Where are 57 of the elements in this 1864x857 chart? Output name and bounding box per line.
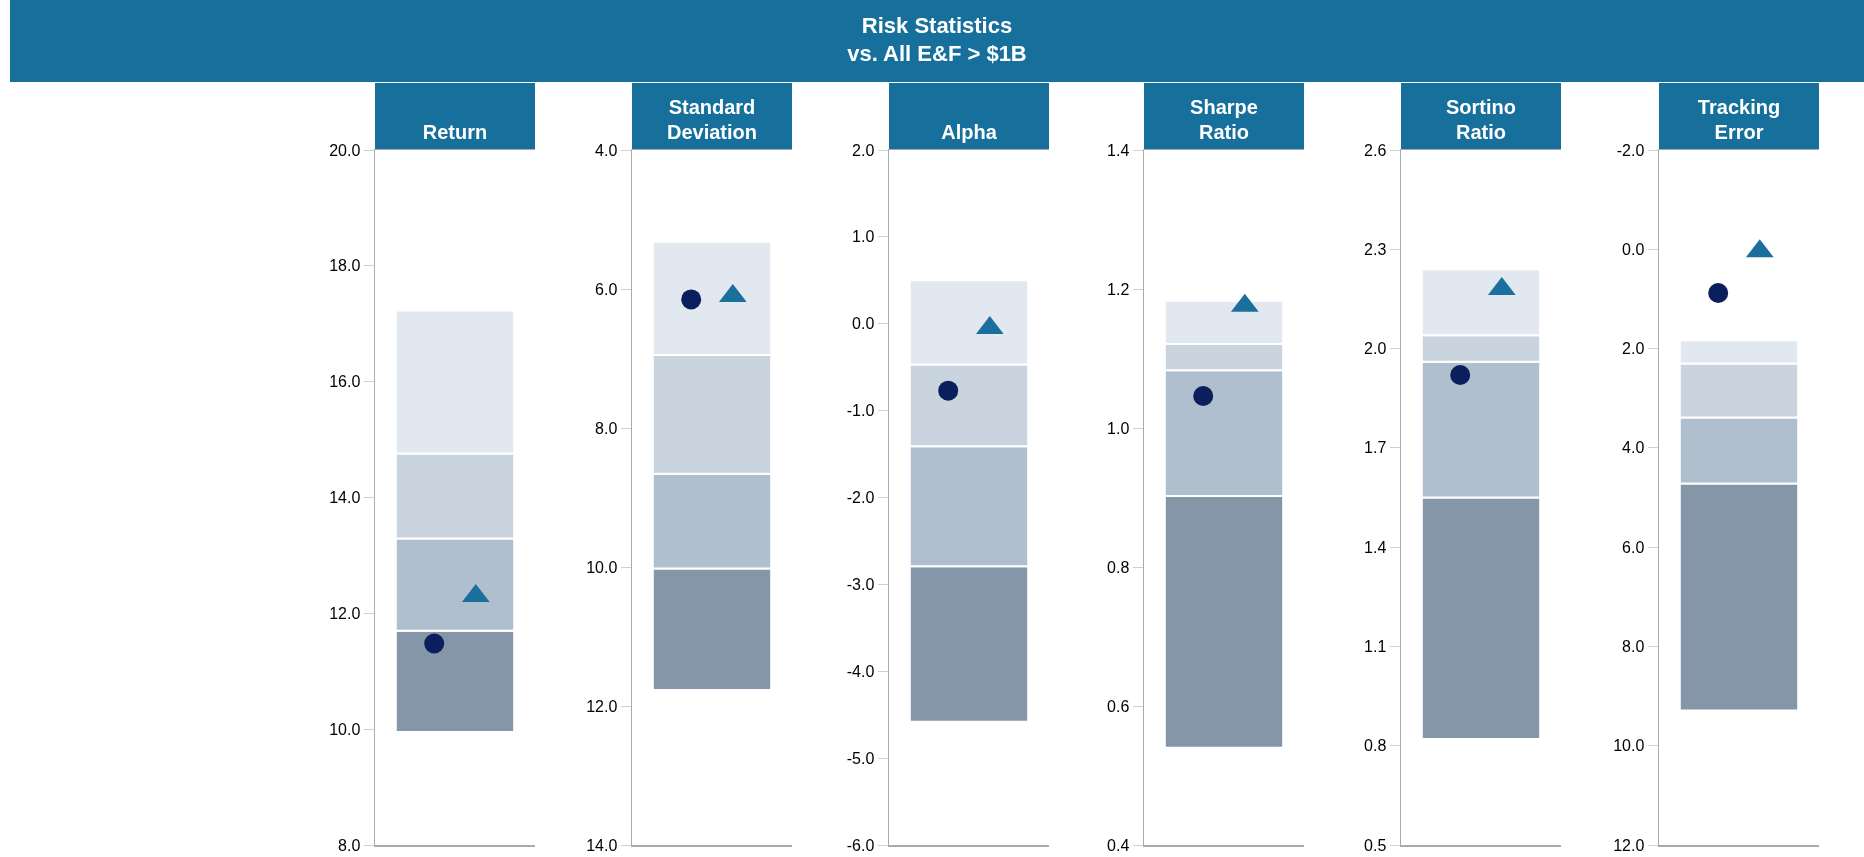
- panel-header: Alpha: [889, 83, 1049, 151]
- y-tick-label: 14.0: [329, 489, 361, 507]
- y-tick-label: 0.0: [1622, 240, 1645, 258]
- chart-title: Sortino Ratio: [1445, 95, 1517, 145]
- y-tick-label: 1.1: [1364, 638, 1387, 656]
- y-tick-label: 2.0: [852, 141, 875, 159]
- y-tick-label: -2.0: [846, 489, 875, 507]
- heading-banner: Risk Statistics vs. All E&F > $1B: [10, 0, 1864, 82]
- y-tick-label: 16.0: [329, 373, 361, 391]
- panel-header: Sharpe Ratio: [1144, 83, 1304, 151]
- y-tick-label: 0.0: [852, 315, 875, 333]
- chart-title: Return: [421, 120, 489, 145]
- y-tick-label: 1.7: [1364, 439, 1387, 457]
- y-tick-label: 1.2: [1107, 280, 1130, 298]
- y-tick-label: -1.0: [846, 402, 875, 420]
- y-tick-label: 2.3: [1364, 240, 1387, 258]
- y-tick-label: 12.0: [586, 697, 618, 715]
- y-tick-label: 2.0: [1364, 340, 1387, 358]
- y-tick-label: 8.0: [338, 836, 361, 854]
- panel-header: Return: [375, 83, 535, 151]
- y-tick-label: 6.0: [1622, 538, 1645, 556]
- y-tick-label: 8.0: [1622, 638, 1645, 656]
- chart-title: Standard Deviation: [666, 95, 758, 145]
- y-tick-label: 10.0: [586, 558, 618, 576]
- panel-header: Sortino Ratio: [1401, 83, 1561, 151]
- chart-title: Tracking Error: [1696, 95, 1782, 145]
- y-tick-label: 1.4: [1107, 141, 1130, 159]
- y-tick-label: 2.0: [1622, 340, 1645, 358]
- y-tick-label: 4.0: [595, 141, 618, 159]
- y-tick-label: 4.0: [1622, 439, 1645, 457]
- y-tick-label: 0.6: [1107, 697, 1130, 715]
- y-tick-label: -2.0: [1616, 141, 1645, 159]
- y-tick-label: -3.0: [846, 575, 875, 593]
- y-tick-label: 6.0: [595, 280, 618, 298]
- chart-title: Alpha: [940, 120, 998, 145]
- y-tick-label: 1.0: [1107, 419, 1130, 437]
- y-tick-label: 12.0: [329, 604, 361, 622]
- y-tick-label: 0.8: [1107, 558, 1130, 576]
- y-tick-label: 20.0: [329, 141, 361, 159]
- y-tick-label: 1.0: [852, 228, 875, 246]
- y-tick-label: 0.4: [1107, 836, 1130, 854]
- y-tick-label: 18.0: [329, 257, 361, 275]
- y-tick-label: 2.6: [1364, 141, 1387, 159]
- y-tick-label: -5.0: [846, 749, 875, 767]
- y-tick-label: 0.5: [1364, 836, 1387, 854]
- panel-header: Standard Deviation: [632, 83, 792, 151]
- y-tick-label: 14.0: [586, 836, 618, 854]
- y-tick-label: -4.0: [846, 662, 875, 680]
- y-tick-label: 10.0: [1613, 737, 1645, 755]
- y-tick-label: 0.8: [1364, 737, 1387, 755]
- chart-title: Sharpe Ratio: [1189, 95, 1259, 145]
- y-tick-label: 1.4: [1364, 538, 1387, 556]
- panel-header: Tracking Error: [1659, 83, 1819, 151]
- y-tick-label: 12.0: [1613, 836, 1645, 854]
- y-tick-label: 10.0: [329, 720, 361, 738]
- y-tick-label: 8.0: [595, 419, 618, 437]
- y-tick-label: -6.0: [846, 836, 875, 854]
